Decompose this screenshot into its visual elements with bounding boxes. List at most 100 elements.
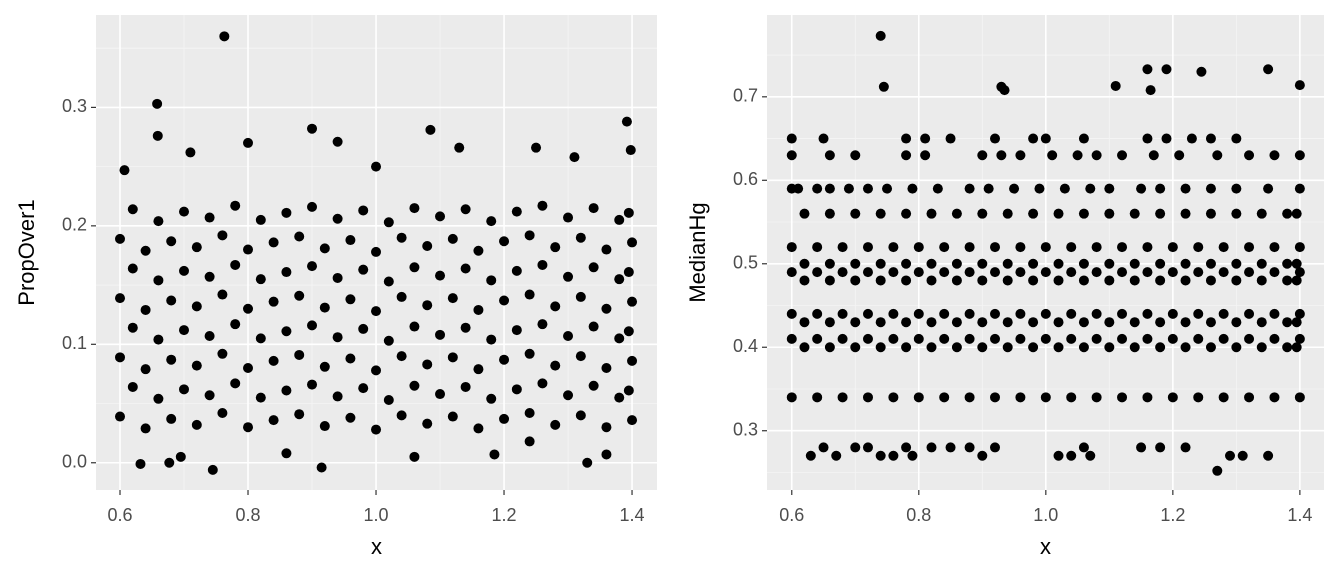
point [1237, 450, 1248, 461]
point [153, 216, 164, 227]
point [1180, 317, 1191, 328]
point [1205, 208, 1216, 219]
point [152, 130, 163, 141]
x-tick-label: 1.0 [364, 505, 389, 525]
y-tick-label: 0.3 [733, 419, 758, 439]
point [332, 391, 343, 402]
point [1066, 450, 1077, 461]
point [383, 217, 394, 228]
point [153, 393, 164, 404]
point [1104, 208, 1115, 219]
point [990, 333, 1001, 344]
point [964, 442, 975, 453]
point [447, 352, 458, 363]
point [786, 242, 797, 253]
point [1117, 333, 1128, 344]
y-tick-label: 0.3 [62, 96, 87, 116]
point [837, 242, 848, 253]
point [1155, 342, 1166, 353]
point [901, 275, 912, 286]
point [951, 317, 962, 328]
point [255, 274, 266, 285]
point [140, 304, 151, 315]
point [1244, 150, 1255, 161]
point [1142, 267, 1153, 278]
point [1218, 392, 1229, 403]
point [563, 212, 574, 223]
point [831, 450, 842, 461]
point [152, 98, 163, 109]
point [627, 237, 638, 248]
point [550, 301, 561, 312]
point [990, 133, 1001, 144]
point [1231, 258, 1242, 269]
point [179, 265, 190, 276]
point [1256, 342, 1267, 353]
point [307, 261, 318, 272]
point [1015, 267, 1026, 278]
point [837, 392, 848, 403]
point [926, 275, 937, 286]
x-tick-label: 0.8 [906, 505, 931, 525]
point [153, 275, 164, 286]
point [1066, 333, 1077, 344]
point [878, 81, 889, 92]
point [1104, 183, 1115, 194]
point [1231, 342, 1242, 353]
point [901, 442, 912, 453]
point [812, 183, 823, 194]
point [1180, 208, 1191, 219]
point [1294, 183, 1305, 194]
point [243, 137, 254, 148]
point [1136, 183, 1147, 194]
point [422, 359, 433, 370]
point [511, 384, 522, 395]
point [1028, 317, 1039, 328]
point [850, 258, 861, 269]
point [621, 116, 632, 127]
point [531, 142, 542, 153]
y-axis-title: PropOver1 [14, 199, 39, 305]
point [623, 207, 634, 218]
point [1294, 242, 1305, 253]
point [140, 364, 151, 375]
point [824, 258, 835, 269]
point [230, 200, 241, 211]
point [623, 267, 634, 278]
point [1155, 183, 1166, 194]
point [1085, 450, 1096, 461]
point [358, 205, 369, 216]
y-tick-label: 0.2 [62, 215, 87, 235]
point [425, 124, 436, 135]
point [837, 333, 848, 344]
point [217, 289, 228, 300]
point [1218, 242, 1229, 253]
point [901, 342, 912, 353]
point [191, 242, 202, 253]
point [786, 308, 797, 319]
point [119, 165, 130, 176]
point [1256, 317, 1267, 328]
point [824, 208, 835, 219]
point [601, 449, 612, 460]
point [1028, 342, 1039, 353]
point [1110, 80, 1121, 91]
point [1294, 308, 1305, 319]
y-axis-title: MedianHg [685, 202, 710, 302]
point [1231, 317, 1242, 328]
point [920, 133, 931, 144]
point [524, 436, 535, 447]
point [862, 242, 873, 253]
point [1244, 392, 1255, 403]
point [951, 258, 962, 269]
point [926, 208, 937, 219]
point [191, 419, 202, 430]
point [1047, 150, 1058, 161]
point [1294, 333, 1305, 344]
point [1028, 275, 1039, 286]
point [875, 342, 886, 353]
point [1117, 308, 1128, 319]
point [1040, 242, 1051, 253]
point [999, 85, 1010, 96]
point [140, 245, 151, 256]
